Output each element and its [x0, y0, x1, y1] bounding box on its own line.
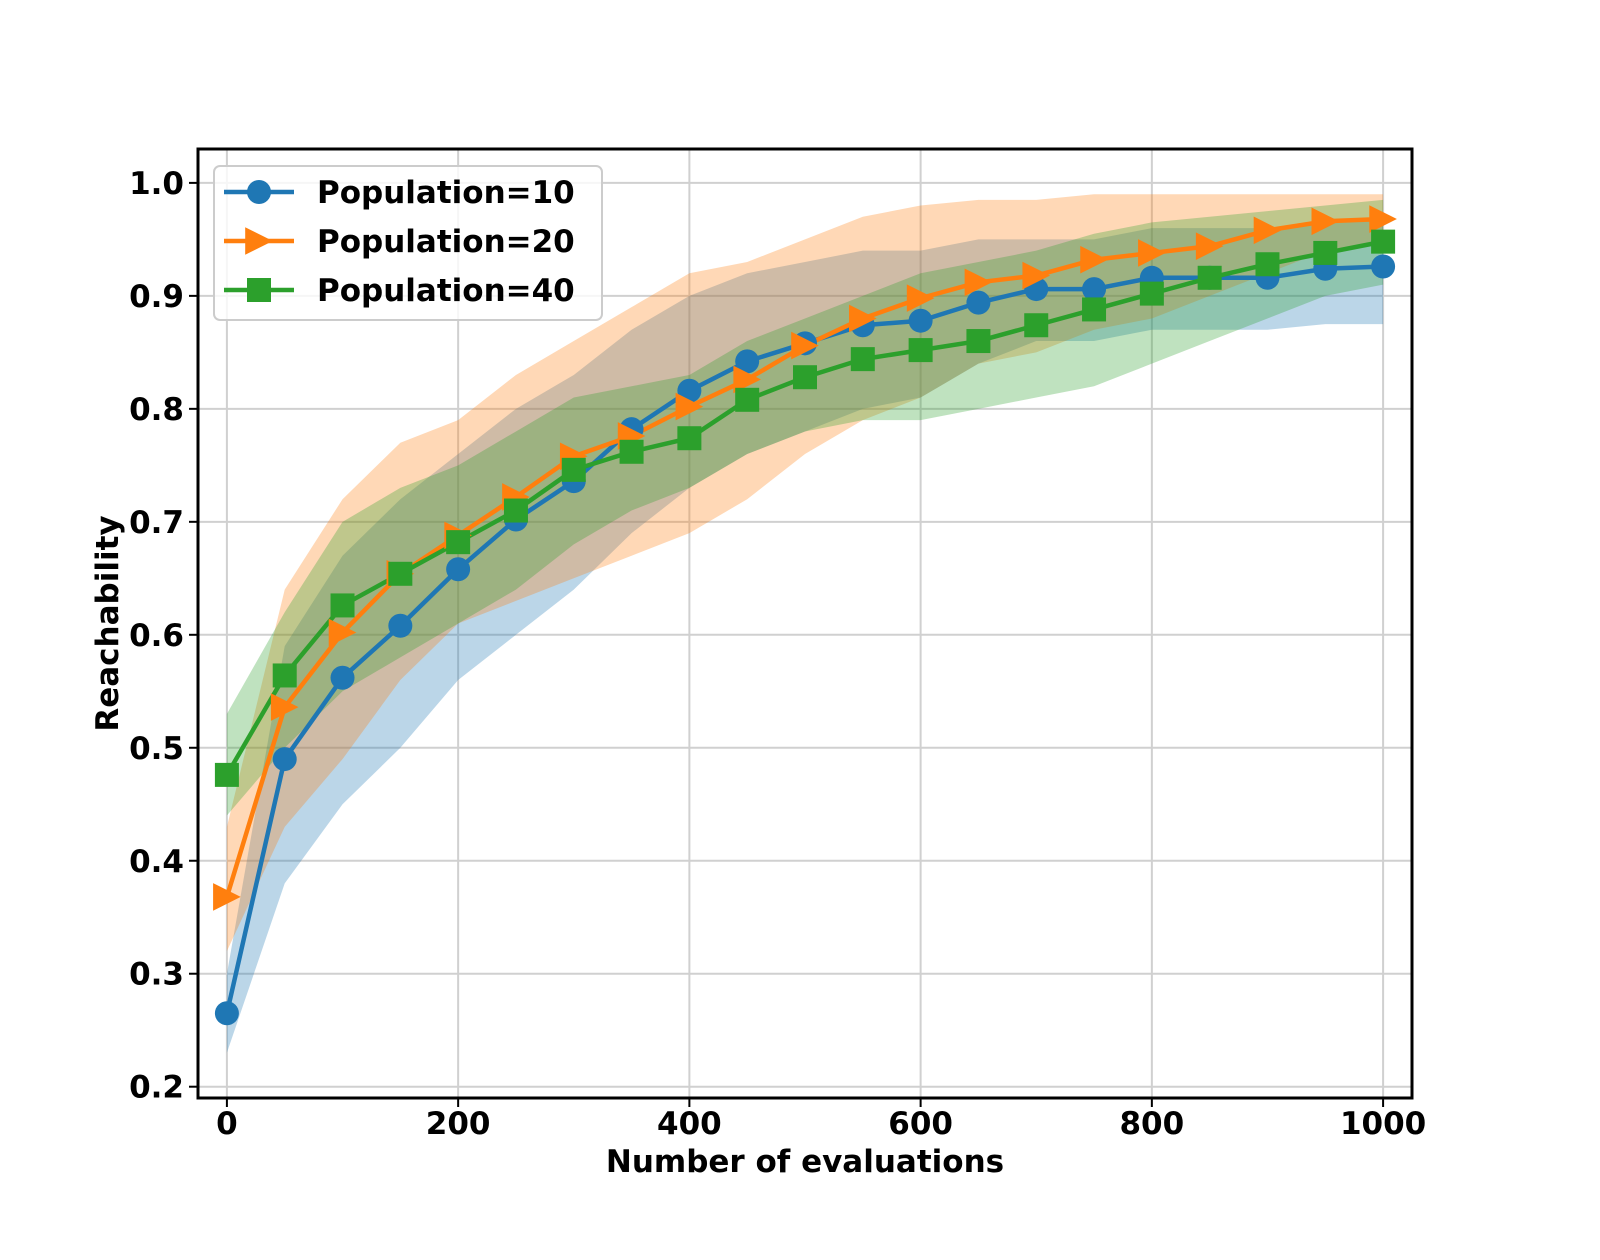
- data-point-series-3: [1313, 240, 1338, 265]
- data-point-series-3: [446, 530, 471, 555]
- data-point-series-1: [272, 747, 297, 772]
- plot-frame: [196, 147, 1414, 1100]
- legend-label-2: Population=20: [317, 224, 575, 260]
- data-point-series-2: [1022, 261, 1051, 290]
- data-point-series-3: [1255, 252, 1280, 277]
- x-tick-label: 200: [426, 1106, 491, 1142]
- data-point-series-3: [214, 762, 239, 787]
- confidence-band-series-2: [226, 194, 1384, 952]
- data-point-series-2: [675, 392, 704, 421]
- x-tick-label: 800: [1119, 1106, 1184, 1142]
- x-tick-label: 400: [657, 1106, 722, 1142]
- x-tick-label: 0: [216, 1106, 238, 1142]
- y-tick-label: 0.7: [129, 505, 184, 541]
- data-point-series-1: [908, 308, 933, 333]
- data-point-series-1: [214, 1001, 239, 1026]
- data-point-series-2: [213, 883, 241, 911]
- x-axis-ticks: 0 200 400 600 800 1000: [216, 1098, 1426, 1142]
- x-tick-label: 600: [888, 1106, 953, 1142]
- data-point-series-2: [849, 304, 877, 333]
- data-point-series-2: [906, 284, 935, 312]
- data-point-series-1: [735, 349, 760, 374]
- data-point-series-3: [1024, 313, 1049, 338]
- y-tick-label: 0.2: [129, 1070, 184, 1106]
- confidence-band-series-1: [226, 216, 1384, 1053]
- data-point-series-3: [388, 561, 413, 586]
- data-point-series-2: [270, 693, 299, 721]
- data-point-series-3: [1371, 229, 1396, 254]
- y-tick-label: 0.4: [129, 844, 184, 880]
- data-point-series-3: [966, 329, 991, 354]
- data-point-series-3: [850, 347, 875, 372]
- data-point-series-2: [1369, 205, 1397, 233]
- legend: Population=10 Population=20 Population=40: [213, 165, 603, 321]
- x-tick-label: 1000: [1340, 1106, 1426, 1142]
- data-point-series-3: [1197, 265, 1222, 290]
- data-point-series-3: [503, 498, 528, 523]
- data-point-series-3: [908, 338, 933, 363]
- legend-marker-3: [247, 278, 271, 302]
- data-point-series-3: [793, 365, 817, 390]
- data-point-series-3: [619, 439, 644, 464]
- y-axis-ticks: 0.2 0.3 0.4 0.5 0.6 0.7 0.8 0.9 1.0: [129, 166, 198, 1106]
- legend-marker-1: [247, 180, 271, 204]
- data-point-series-2: [733, 365, 761, 394]
- data-point-series-1: [966, 290, 991, 315]
- y-tick-label: 1.0: [129, 166, 184, 202]
- data-point-series-1: [1371, 254, 1396, 279]
- data-point-series-2: [791, 331, 819, 360]
- data-point-series-2: [1311, 207, 1340, 236]
- data-point-series-1: [1082, 277, 1107, 302]
- data-point-series-3: [330, 593, 355, 618]
- y-tick-label: 0.6: [129, 618, 184, 654]
- data-point-series-2: [328, 618, 357, 647]
- data-point-series-2: [1253, 216, 1282, 245]
- data-point-series-1: [388, 613, 413, 638]
- confidence-bands: [226, 194, 1384, 1053]
- data-point-series-3: [677, 426, 702, 451]
- data-point-series-1: [330, 665, 355, 690]
- y-tick-label: 0.8: [129, 392, 184, 428]
- data-point-series-3: [561, 457, 586, 482]
- data-point-series-3: [272, 663, 297, 688]
- y-axis-label: Reachability: [90, 515, 126, 731]
- data-point-series-2: [1080, 245, 1108, 274]
- y-tick-label: 0.9: [129, 279, 184, 315]
- grid-lines: [198, 149, 1412, 1098]
- series-markers: [213, 205, 1397, 1026]
- data-point-series-3: [1082, 297, 1107, 322]
- legend-box: [213, 165, 603, 321]
- data-point-series-3: [1139, 281, 1164, 306]
- data-point-series-1: [446, 557, 471, 582]
- x-axis-label: Number of evaluations: [606, 1144, 1004, 1180]
- y-tick-label: 0.5: [129, 731, 184, 767]
- legend-label-1: Population=10: [317, 175, 575, 211]
- data-point-series-2: [1138, 239, 1166, 267]
- data-point-series-2: [1195, 232, 1224, 260]
- y-tick-label: 0.3: [129, 957, 184, 993]
- legend-marker-2: [245, 227, 273, 255]
- legend-label-3: Population=40: [317, 273, 575, 309]
- confidence-band-series-3: [226, 199, 1384, 816]
- data-point-series-3: [735, 387, 760, 412]
- data-point-series-2: [964, 268, 993, 297]
